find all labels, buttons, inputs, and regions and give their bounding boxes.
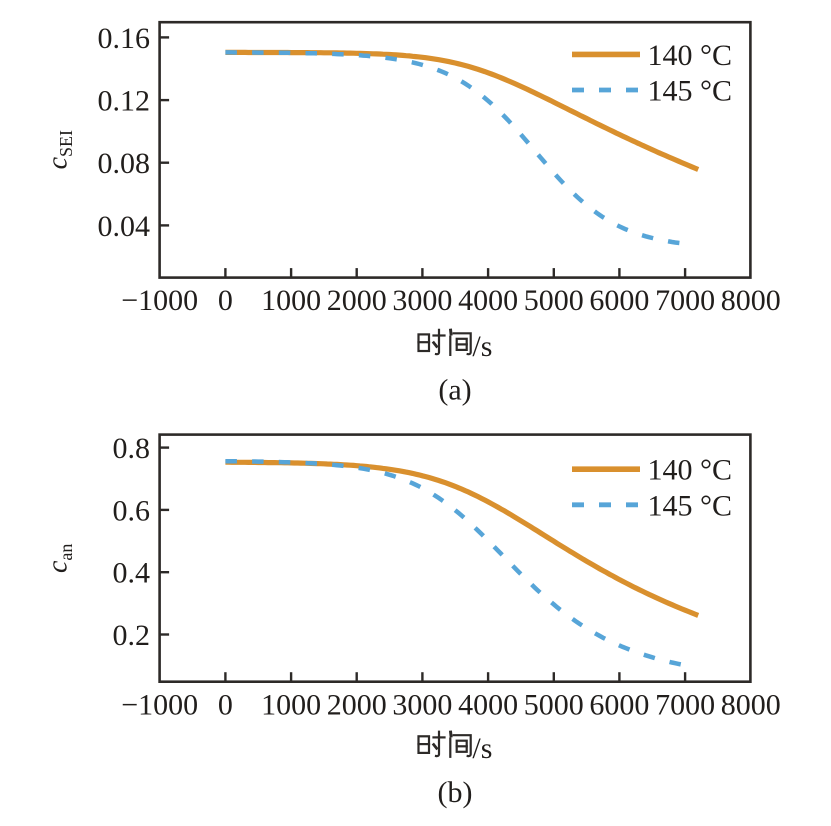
svg-text:2000: 2000 [327, 688, 387, 721]
svg-text:cSEI: cSEI [43, 130, 77, 169]
svg-text:145 °C: 145 °C [648, 489, 733, 522]
svg-text:140 °C: 140 °C [648, 454, 733, 487]
svg-text:0.6: 0.6 [113, 494, 151, 527]
svg-text:0.16: 0.16 [98, 22, 151, 55]
svg-text:5000: 5000 [524, 688, 584, 721]
svg-text:0: 0 [218, 688, 233, 721]
svg-text:0.04: 0.04 [98, 210, 151, 243]
svg-text:−1000: −1000 [121, 284, 198, 317]
svg-text:8000: 8000 [721, 284, 781, 317]
svg-text:/s: /s [472, 330, 492, 363]
svg-text:6000: 6000 [589, 284, 649, 317]
svg-text:5000: 5000 [524, 284, 584, 317]
svg-text:0.4: 0.4 [113, 557, 151, 590]
svg-text:(b): (b) [438, 776, 473, 809]
svg-text:4000: 4000 [458, 284, 518, 317]
svg-text:4000: 4000 [458, 688, 518, 721]
svg-text:7000: 7000 [655, 688, 715, 721]
svg-text:6000: 6000 [589, 688, 649, 721]
svg-text:0.8: 0.8 [113, 432, 151, 465]
svg-text:140 °C: 140 °C [648, 39, 733, 72]
svg-text:0: 0 [218, 284, 233, 317]
svg-text:0.2: 0.2 [113, 619, 151, 652]
svg-text:1000: 1000 [261, 284, 321, 317]
svg-text:0.08: 0.08 [98, 147, 151, 180]
svg-text:8000: 8000 [721, 688, 781, 721]
svg-text:−1000: −1000 [121, 688, 198, 721]
svg-text:7000: 7000 [655, 284, 715, 317]
svg-text:3000: 3000 [392, 284, 452, 317]
svg-text:1000: 1000 [261, 688, 321, 721]
svg-text:(a): (a) [438, 374, 471, 407]
svg-text:145 °C: 145 °C [648, 75, 733, 108]
svg-text:can: can [43, 544, 77, 573]
svg-text:0.12: 0.12 [98, 85, 151, 118]
svg-text:3000: 3000 [392, 688, 452, 721]
svg-text:/s: /s [472, 732, 492, 765]
svg-text:2000: 2000 [327, 284, 387, 317]
